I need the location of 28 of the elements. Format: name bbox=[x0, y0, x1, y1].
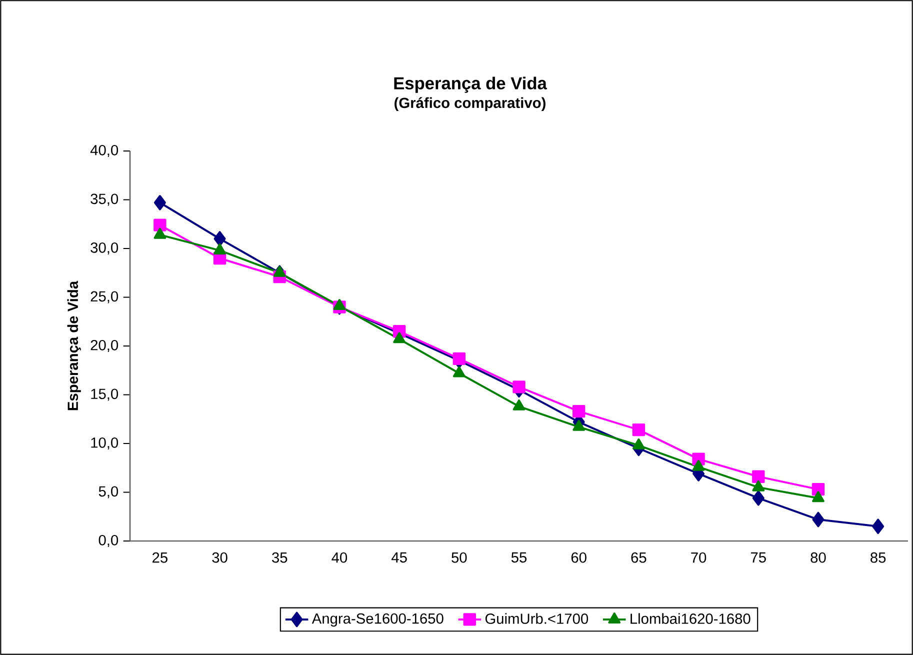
x-tick-label: 75 bbox=[750, 552, 766, 563]
y-tick-label: 10,0 bbox=[91, 437, 118, 450]
y-tick-label: 25,0 bbox=[90, 291, 118, 304]
y-tick-label: 5,0 bbox=[98, 486, 118, 498]
x-tick-label: 85 bbox=[870, 552, 886, 563]
y-tick-label: 35,0 bbox=[90, 194, 118, 206]
legend-label: Llombai1620-1680 bbox=[630, 613, 750, 624]
x-tick-label: 40 bbox=[332, 552, 348, 563]
x-tick-label: 80 bbox=[810, 552, 826, 563]
chart-title: Esperança de Vida bbox=[394, 76, 548, 93]
x-tick-label: 65 bbox=[631, 552, 646, 563]
y-tick-label: 20,0 bbox=[90, 340, 118, 352]
y-tick-label: 15,0 bbox=[91, 388, 118, 401]
x-tick-label: 50 bbox=[452, 552, 467, 563]
x-tick-label: 25 bbox=[152, 552, 168, 563]
y-tick-label: 30,0 bbox=[90, 242, 118, 255]
x-tick-label: 30 bbox=[212, 552, 228, 563]
x-tick-label: 55 bbox=[511, 552, 527, 563]
x-tick-label: 70 bbox=[691, 552, 706, 563]
y-axis-title: Esperança de Vida bbox=[67, 280, 81, 410]
legend-label: Angra-Se1600-1650 bbox=[312, 613, 444, 627]
x-tick-label: 45 bbox=[391, 552, 407, 563]
y-tick-label: 0,0 bbox=[98, 534, 118, 548]
x-tick-label: 60 bbox=[571, 552, 586, 563]
legend-label: GuimUrb.<1700 bbox=[485, 613, 588, 624]
chart-subtitle: (Gráfico comparativo) bbox=[394, 97, 546, 111]
x-tick-label: 35 bbox=[272, 552, 288, 563]
y-tick-label: 40,0 bbox=[90, 144, 118, 158]
